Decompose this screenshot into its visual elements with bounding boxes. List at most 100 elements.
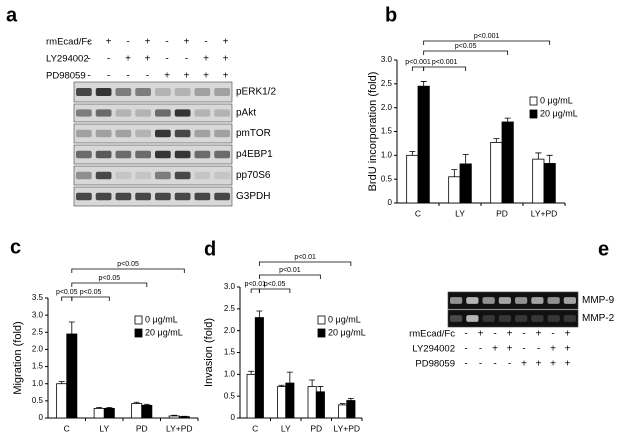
blot-band (466, 297, 479, 304)
treatment-sign: - (479, 344, 482, 355)
treatment-sign: - (464, 359, 467, 370)
treatment-sign: - (87, 54, 90, 65)
treatment-sign: + (565, 359, 571, 370)
blot-band (515, 297, 528, 304)
treatment-sign: - (464, 329, 467, 340)
significance-label: p<0.01 (294, 254, 316, 261)
error-bar (309, 379, 316, 387)
blot-band (531, 315, 544, 322)
treatment-sign: + (478, 329, 484, 340)
treatment-sign: - (522, 344, 525, 355)
blot-band (76, 150, 92, 159)
treatment-sign: + (125, 54, 131, 65)
significance-bracket (423, 66, 467, 71)
legend-swatch (529, 109, 538, 119)
treatment-sign: - (551, 329, 554, 340)
y-tick-label: 2.0 (381, 103, 393, 112)
panel-label: d (204, 238, 216, 260)
y-tick-label: 0.5 (381, 174, 393, 183)
treatment-sign: + (550, 359, 556, 370)
significance-label: p<0.001 (474, 33, 500, 40)
treatment-sign: - (508, 359, 511, 370)
y-tick-label: 2.5 (224, 304, 236, 313)
legend-label: 0 μg/mL (540, 95, 573, 105)
treatment-sign: - (146, 71, 149, 82)
legend-swatch (529, 96, 538, 106)
panel-label: c (10, 236, 21, 258)
blot-band (115, 88, 132, 96)
x-tick-label: LY (455, 208, 465, 218)
error-bar (171, 414, 178, 416)
y-tick-label: 0 (39, 413, 44, 422)
error-bar (347, 397, 354, 401)
band-label: G3PDH (236, 191, 270, 202)
blot-strip (73, 186, 233, 207)
blot-band (174, 109, 191, 117)
treatment-label: LY294002 (46, 54, 89, 65)
bar (277, 386, 287, 419)
bar (448, 176, 461, 204)
y-tick-label: 0.5 (32, 396, 44, 405)
y-tick-label: 0 (231, 413, 236, 422)
significance-bracket (258, 288, 291, 293)
blot-band (214, 171, 230, 180)
y-tick-label: 3.0 (32, 310, 44, 319)
blot-band (174, 129, 191, 138)
treatment-sign: + (565, 344, 571, 355)
significance-bracket (258, 261, 352, 266)
legend-label: 20 μg/mL (328, 327, 366, 337)
x-tick-label: LY (99, 423, 109, 433)
bar (338, 404, 348, 419)
x-tick-label: C (252, 423, 258, 433)
treatment-sign: - (204, 37, 207, 48)
blot-band (135, 129, 151, 138)
error-bar (278, 384, 285, 387)
blot-band (174, 88, 191, 96)
treatment-sign: - (87, 37, 90, 48)
bar (66, 333, 78, 419)
legend-swatch (317, 315, 326, 325)
significance-label: p<0.05 (99, 275, 121, 282)
y-axis-label: Invasion (fold) (203, 318, 215, 387)
error-bar (504, 117, 511, 122)
error-bar (286, 371, 293, 384)
blot-band (466, 315, 479, 322)
treatment-sign: - (126, 71, 129, 82)
error-bar (409, 151, 416, 156)
treatment-sign: + (203, 71, 209, 82)
error-bar (339, 403, 346, 405)
treatment-sign: - (126, 37, 129, 48)
bar (131, 403, 143, 419)
error-bar (58, 381, 65, 384)
bar (543, 163, 556, 204)
treatment-sign: + (203, 54, 209, 65)
treatment-sign: + (492, 344, 498, 355)
y-tick-label: 3.0 (224, 282, 236, 291)
treatment-sign: + (223, 71, 229, 82)
treatment-label: rmEcad/Fc (46, 37, 92, 48)
error-bar (68, 321, 75, 334)
blot-band (76, 109, 92, 117)
blot-band (115, 171, 132, 180)
band-label: MMP-2 (582, 313, 615, 324)
blot-band (498, 297, 511, 304)
treatment-sign: + (184, 71, 190, 82)
legend-label: 20 μg/mL (145, 327, 183, 337)
panel-label: e (598, 238, 609, 260)
band-label: pERK1/2 (236, 87, 276, 98)
blot-band (155, 171, 171, 180)
significance-label: p<0.01 (279, 267, 301, 274)
blot-band (155, 150, 171, 159)
blot-band (214, 109, 230, 117)
blot-band (482, 297, 495, 304)
y-tick-label: 1.0 (32, 379, 44, 388)
blot-band (515, 315, 528, 322)
blot-band (531, 297, 544, 304)
legend-label: 20 μg/mL (540, 108, 578, 118)
treatment-sign: - (107, 71, 110, 82)
blot-band (95, 171, 112, 180)
treatment-sign: - (185, 54, 188, 65)
error-bar (546, 154, 553, 164)
bar (93, 407, 105, 419)
